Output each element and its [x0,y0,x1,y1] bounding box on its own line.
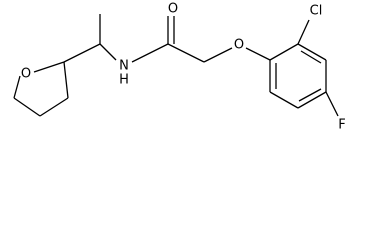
atom-label: H [119,73,129,88]
bond [39,97,69,117]
bond [298,88,322,102]
bond [167,43,205,63]
bond [300,50,322,64]
atom-label: O [21,67,31,82]
bond [245,47,271,61]
atom-label: O [168,2,178,17]
atom-label: N [119,59,129,74]
bond [297,91,327,109]
atom-label: Cl [310,4,323,19]
bond [297,43,327,61]
bond [131,43,169,63]
bond [297,19,310,45]
atom-labels: O N H O O Cl F [21,2,346,133]
bond [13,75,21,99]
atom-label: O [234,38,244,53]
bond [269,91,299,109]
bonds [13,14,339,117]
bond [63,61,69,99]
bond [269,43,299,61]
bond [63,43,101,63]
bond [325,91,339,117]
atom-label: F [338,118,345,133]
bond [99,43,117,61]
molecule-diagram: O N H O O Cl F [13,2,346,133]
bond [13,97,41,117]
bond [203,47,233,63]
bond [33,61,65,73]
